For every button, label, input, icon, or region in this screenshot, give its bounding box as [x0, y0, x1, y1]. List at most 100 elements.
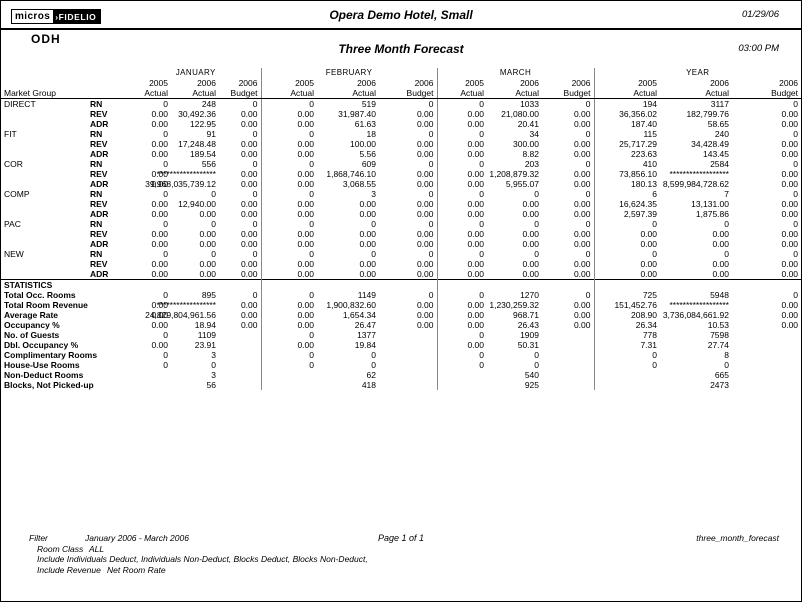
- spacer-cell: [261, 279, 317, 290]
- stat-value-cell: 0.00: [781, 300, 799, 310]
- value-cell: 0: [163, 129, 168, 139]
- value-cell: 0.00: [219, 149, 262, 159]
- value-cell: 0.00: [151, 179, 168, 189]
- value-cell: 0: [479, 219, 484, 229]
- stat-value-cell: 0: [211, 360, 216, 370]
- stat-value-cell: [219, 380, 262, 390]
- stat-value-cell: [379, 350, 438, 360]
- row-type-label: RN: [90, 159, 103, 169]
- stat-value-cell: 0: [309, 350, 314, 360]
- value-cell: 34: [529, 129, 539, 139]
- market-group-label: [1, 229, 87, 239]
- market-group-label: [1, 209, 87, 219]
- logo-arrow-icon: ›: [55, 11, 59, 22]
- stat-value-cell: ******************: [669, 300, 729, 310]
- stat-value-cell: 0.00: [542, 320, 595, 330]
- row-type-label: ADR: [90, 209, 109, 219]
- value-cell: 30,492.36: [178, 109, 216, 119]
- value-cell: 556: [201, 159, 216, 169]
- stat-value-cell: 7598: [710, 330, 729, 340]
- stat-value-cell: 151,452.76: [614, 300, 657, 310]
- column-header: Actual: [171, 88, 219, 99]
- value-cell: 0.00: [640, 239, 657, 249]
- value-cell: 0.00: [467, 179, 484, 189]
- value-cell: 0.00: [781, 169, 799, 179]
- value-cell: 0.00: [781, 239, 799, 249]
- year-header: 2005: [638, 78, 657, 88]
- value-cell: 0.00: [467, 109, 484, 119]
- stat-value-cell: 3: [211, 370, 216, 380]
- stat-label: Occupancy %: [4, 320, 60, 330]
- value-cell: 0.00: [712, 229, 729, 239]
- value-cell: 0: [542, 159, 595, 169]
- stat-value-cell: 0.00: [467, 320, 484, 330]
- fidelio-logo-block: › FIDELIO: [53, 10, 101, 23]
- stat-value-cell: 0.00: [297, 300, 314, 310]
- stat-value-cell: 0.00: [542, 310, 595, 320]
- value-cell: 0: [793, 249, 799, 259]
- stat-value-cell: [131, 380, 171, 390]
- row-type-label: ADR: [90, 269, 109, 279]
- value-cell: 0.00: [712, 259, 729, 269]
- value-cell: 0.00: [467, 209, 484, 219]
- value-cell: 0.00: [219, 229, 262, 239]
- value-cell: 31,987.40: [338, 109, 376, 119]
- column-header: Actual: [437, 88, 487, 99]
- value-cell: 0: [219, 249, 262, 259]
- stat-value-cell: 0.00: [379, 320, 438, 330]
- column-header: Budget: [219, 88, 262, 99]
- value-cell: 0: [163, 189, 168, 199]
- value-cell: 0.00: [467, 139, 484, 149]
- stat-value-cell: [732, 380, 801, 390]
- stat-value-cell: [219, 330, 262, 340]
- value-cell: 203: [524, 159, 539, 169]
- value-cell: 0: [371, 219, 376, 229]
- filter-label: Filter: [29, 533, 48, 543]
- value-cell: 91: [206, 129, 216, 139]
- stat-value-cell: 0.00: [379, 300, 438, 310]
- column-header: Actual: [594, 88, 660, 99]
- stat-value-cell: [542, 330, 595, 340]
- value-cell: 0.00: [712, 239, 729, 249]
- stat-label: Total Occ. Rooms: [4, 290, 76, 300]
- stat-label: Average Rate: [4, 310, 59, 320]
- value-cell: 0: [219, 129, 262, 139]
- row-type-label: RN: [90, 99, 103, 109]
- value-cell: 0.00: [151, 229, 168, 239]
- column-header: Actual: [261, 88, 317, 99]
- stat-label: No. of Guests: [4, 330, 60, 340]
- value-cell: 0.00: [542, 259, 595, 269]
- value-cell: 0: [379, 219, 438, 229]
- value-cell: 0.00: [219, 199, 262, 209]
- value-cell: 0: [652, 249, 657, 259]
- value-cell: 0: [793, 129, 799, 139]
- stat-value-cell: 26.43: [517, 320, 539, 330]
- value-cell: 0: [479, 159, 484, 169]
- value-cell: 0: [309, 249, 314, 259]
- stat-value-cell: 1,654.34: [342, 310, 376, 320]
- value-cell: 0.00: [219, 259, 262, 269]
- stat-value-cell: [379, 360, 438, 370]
- stat-value-cell: [732, 350, 801, 360]
- value-cell: 0: [379, 189, 438, 199]
- stat-value-cell: ******************: [156, 300, 216, 310]
- value-cell: 0: [379, 129, 438, 139]
- stat-value-cell: [732, 360, 801, 370]
- value-cell: 61.63: [354, 119, 376, 129]
- spacer-cell: [542, 279, 595, 290]
- stat-value-cell: 0: [379, 290, 438, 300]
- value-cell: ******************: [669, 169, 729, 179]
- spacer-cell: [171, 279, 219, 290]
- value-cell: 0.00: [199, 259, 216, 269]
- spacer-cell: [379, 279, 438, 290]
- year-header: 2006: [710, 78, 729, 88]
- month-header-march: MARCH: [437, 68, 595, 78]
- value-cell: 0.00: [379, 169, 438, 179]
- value-cell: 0: [219, 189, 262, 199]
- value-cell: 0.00: [219, 179, 262, 189]
- stat-value-cell: 0: [163, 350, 168, 360]
- value-cell: 0.00: [151, 209, 168, 219]
- value-cell: 5,955.07: [505, 179, 539, 189]
- value-cell: 0.00: [379, 269, 438, 280]
- value-cell: ******************: [156, 169, 216, 179]
